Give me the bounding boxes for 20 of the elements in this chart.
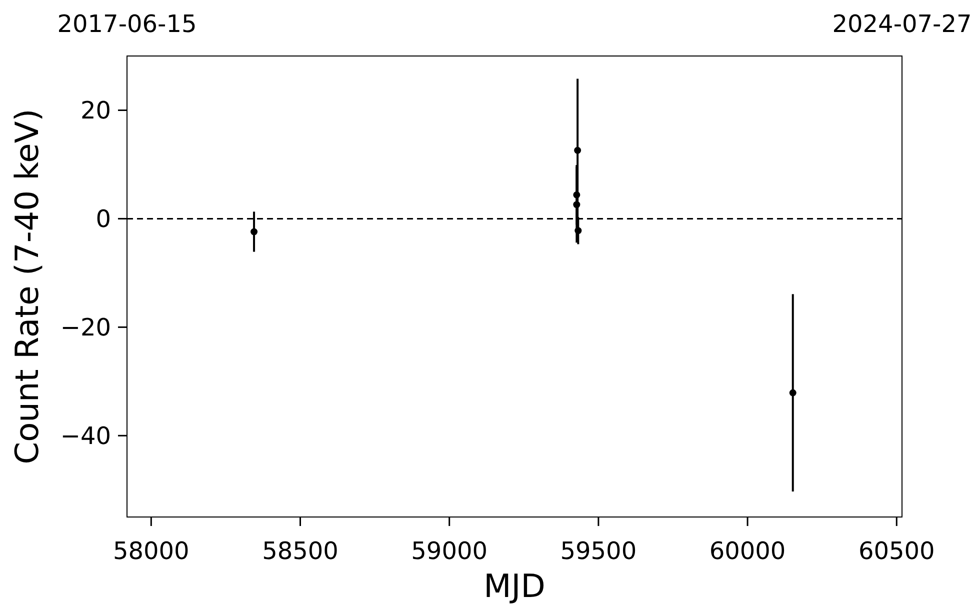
x-tick-label: 60500 — [858, 537, 935, 565]
x-tick-label: 58500 — [262, 537, 338, 565]
y-tick-label: 20 — [80, 96, 111, 125]
y-axis-title: Count Rate (7-40 keV) — [8, 108, 46, 464]
x-tick-label: 59500 — [560, 537, 637, 565]
x-tick-label: 59000 — [411, 537, 488, 565]
x2-tick-label: 2024-07-27 — [832, 10, 972, 38]
x-axis-title: MJD — [484, 567, 546, 605]
point — [573, 191, 580, 198]
y-tick-label: 0 — [96, 205, 111, 234]
y-tick-label: −40 — [60, 422, 111, 450]
point — [789, 389, 796, 396]
x-tick-label: 58000 — [112, 537, 190, 565]
x2-tick-label: 2017-06-15 — [57, 10, 197, 38]
x-tick-label: 60000 — [709, 537, 786, 565]
y-tick-label: −20 — [60, 314, 111, 342]
point — [573, 201, 580, 208]
point — [574, 146, 582, 154]
point — [574, 227, 582, 234]
point — [250, 228, 258, 236]
